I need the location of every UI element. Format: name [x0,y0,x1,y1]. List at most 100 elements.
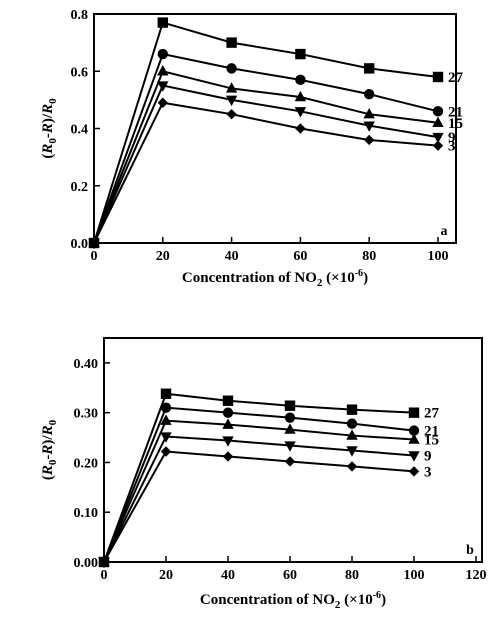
series-marker [408,407,420,418]
series-marker [157,97,168,108]
x-tick-label: 80 [345,568,359,583]
series-line [103,450,415,563]
series-marker [432,116,444,127]
series-label: 3 [448,139,456,155]
series-line [93,21,439,244]
series-label: 21 [424,424,439,440]
series-marker [226,37,237,48]
series-line [103,406,415,563]
x-tick-label: 0 [101,568,108,583]
series-line [93,84,439,244]
y-tick-label: 0.40 [74,357,99,372]
plot-frame [103,337,483,563]
series-marker [157,65,169,76]
series-marker [222,395,234,406]
series-marker [284,441,296,452]
series-marker [346,418,358,429]
series-marker [157,17,168,28]
panel-label: b [466,543,474,558]
series-marker [226,108,237,120]
y-tick-label: 0.0 [71,237,89,252]
x-tick-label: 120 [466,568,487,583]
y-tick-label: 0.10 [74,506,99,521]
series-marker [225,82,238,93]
series-marker [295,74,306,86]
series-marker [160,388,172,399]
y-tick-label: 0.8 [71,8,89,23]
series-marker [222,407,234,418]
y-tick-label: 0.2 [71,180,89,195]
x-tick-label: 20 [156,249,170,264]
series-marker [364,134,375,146]
x-tick-label: 40 [221,568,235,583]
y-tick-label: 0.20 [74,456,99,471]
series-marker [346,461,358,472]
x-axis-label: Concentration of NO2 (×10-6) [182,268,368,289]
series-marker [222,418,234,429]
x-axis-label: Concentration of NO2 (×10-6) [200,590,386,611]
plot-frame [93,13,457,244]
series-line [103,435,415,563]
series-marker [432,106,444,117]
series-marker [225,95,238,107]
chart-panel-b: 0 20 40 60 80 100 120 0.00 0.10 0.20 0.30 0.40 27 211… [40,337,487,611]
series-marker [160,414,172,425]
y-tick-label: 0.00 [74,556,99,571]
x-tick-label: 40 [225,249,239,264]
series-marker [284,400,296,411]
series-marker [364,63,375,74]
series-marker [432,132,444,144]
series-label: 9 [448,130,456,146]
x-tick-label: 60 [293,249,307,264]
series-marker [294,107,307,118]
series-marker [98,556,110,568]
series-marker [408,466,420,477]
series-marker [88,237,100,249]
series-marker [160,402,172,413]
series-marker [284,456,296,467]
series-label: 27 [448,70,464,86]
series-marker [160,446,172,457]
y-tick-label: 0.4 [71,123,89,138]
series-marker [160,432,172,443]
y-axis-label: (R0-R)/R0 [40,419,59,480]
series-marker [432,71,444,83]
series-marker [408,425,420,436]
series-marker [222,436,234,447]
series-marker [346,446,358,457]
x-tick-label: 0 [91,249,98,264]
series-marker [432,140,444,151]
y-axis-label: (R0-R)/R0 [40,98,59,159]
series-label: 3 [424,464,432,480]
series-marker [363,121,375,132]
series-marker [226,63,237,74]
x-tick-label: 100 [428,249,449,264]
series-marker [157,48,168,60]
series-marker [295,48,306,60]
y-tick-label: 0.6 [71,65,89,80]
x-tick-label: 60 [283,568,297,583]
x-tick-label: 80 [362,249,376,264]
series-label: 9 [424,448,432,464]
series-label: 15 [448,116,463,132]
series-marker [364,88,375,100]
series-line [93,52,439,244]
series-marker [346,404,358,415]
series-label: 27 [424,406,440,422]
series-marker [294,90,307,102]
series-line [103,392,415,563]
x-tick-label: 20 [159,568,173,583]
x-tick-label: 100 [404,568,425,583]
series-marker [222,451,234,462]
y-tick-label: 0.30 [74,407,99,422]
series-marker [157,81,169,92]
series-line [93,101,439,244]
series-marker [408,451,420,462]
series-marker [295,123,306,134]
series-marker [284,412,296,423]
series-line [103,419,415,563]
series-line [93,70,439,244]
series-marker [408,433,420,444]
